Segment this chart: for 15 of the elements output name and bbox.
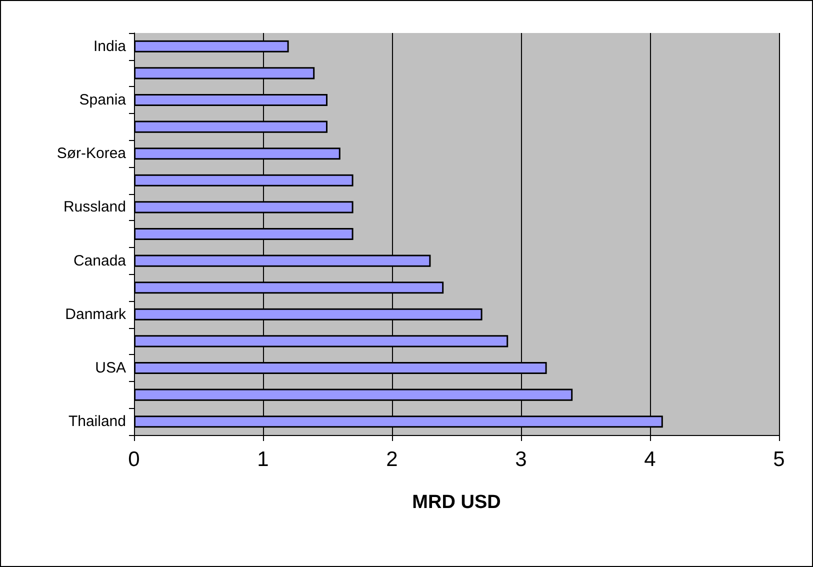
y-tick-label: Thailand bbox=[68, 413, 126, 430]
y-tick-label: Russland bbox=[63, 198, 126, 216]
x-tick-label: 0 bbox=[128, 448, 140, 471]
x-tick-label: 1 bbox=[257, 448, 269, 471]
y-tick-label: Spania bbox=[79, 92, 127, 108]
y-tick-label: India bbox=[93, 38, 127, 55]
x-tick-label: 4 bbox=[644, 448, 656, 471]
x-axis-title: MRD USD bbox=[412, 492, 501, 513]
x-tick-label: 2 bbox=[386, 448, 398, 471]
y-tick-label: Sør-Korea bbox=[56, 145, 127, 162]
x-tick-label: 3 bbox=[515, 448, 527, 471]
y-tick-label: USA bbox=[95, 360, 126, 376]
x-tick-label: 5 bbox=[773, 448, 785, 471]
y-tick-label: Danmark bbox=[65, 306, 126, 323]
y-tick-label: Canada bbox=[73, 252, 127, 270]
